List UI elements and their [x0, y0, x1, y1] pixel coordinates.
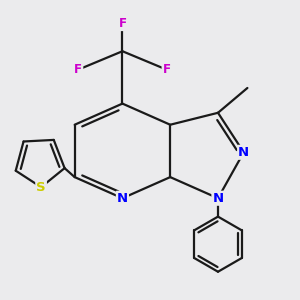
Text: N: N: [238, 146, 249, 159]
Text: S: S: [36, 181, 46, 194]
Text: F: F: [118, 17, 126, 30]
Text: N: N: [212, 192, 224, 205]
Text: F: F: [74, 63, 82, 76]
Text: N: N: [117, 192, 128, 205]
Text: F: F: [163, 63, 170, 76]
